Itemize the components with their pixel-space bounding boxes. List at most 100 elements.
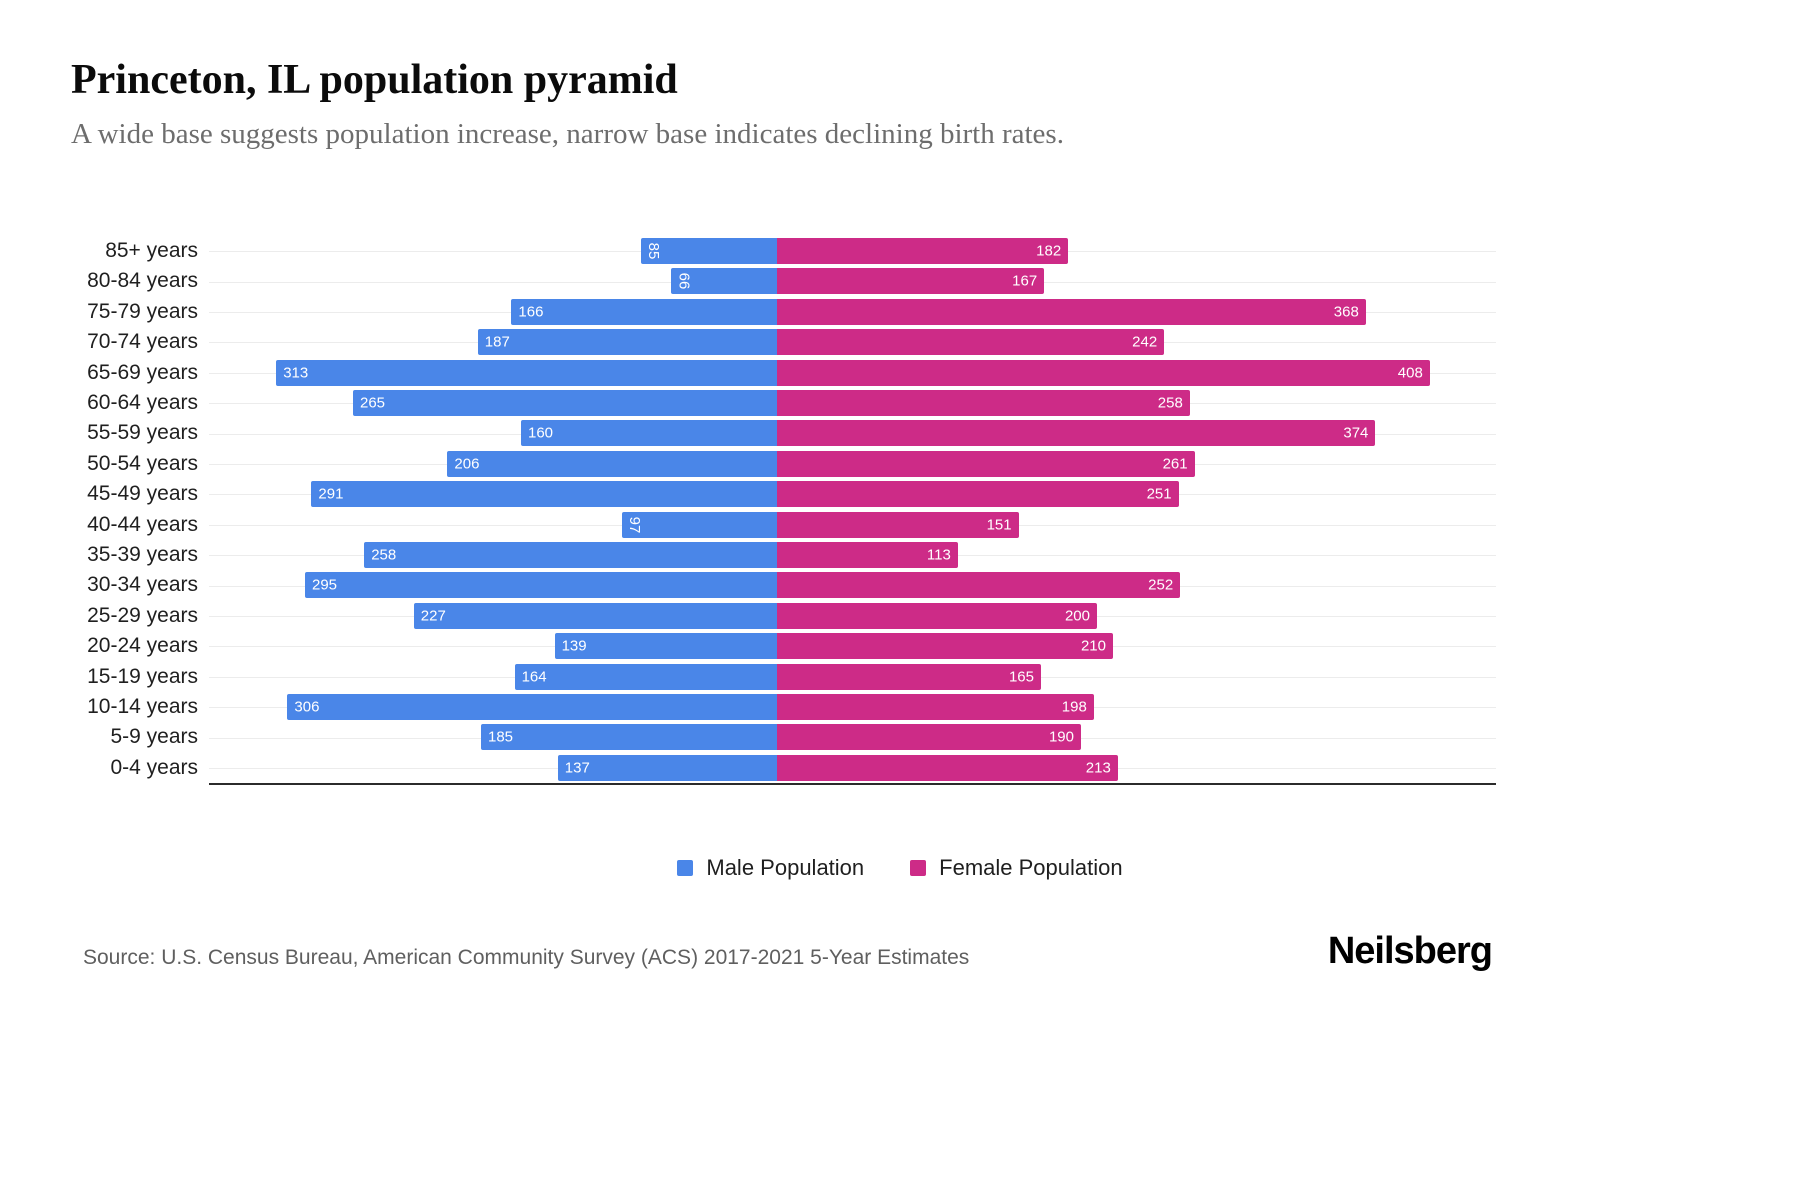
female-bar: 258 — [777, 390, 1190, 416]
female-bar: 182 — [777, 238, 1069, 264]
female-bar-value: 198 — [1061, 698, 1087, 716]
male-bar: 160 — [521, 420, 777, 447]
age-group-label: 15-19 years — [87, 664, 198, 688]
female-bar-value: 261 — [1162, 455, 1188, 473]
female-bar-value: 374 — [1343, 424, 1369, 442]
age-group-label: 70-74 years — [87, 330, 198, 354]
female-bar: 190 — [777, 724, 1081, 751]
male-bar: 185 — [481, 724, 777, 751]
x-axis-line — [209, 783, 1496, 785]
male-bar-value: 291 — [318, 485, 344, 503]
male-bar-value: 137 — [564, 759, 590, 777]
age-group-label: 5-9 years — [110, 725, 198, 749]
male-bar: 139 — [554, 633, 777, 660]
female-bar: 165 — [777, 663, 1041, 690]
population-pyramid-chart: 85+ years 85 182 80-84 years 66 167 75-79 year… — [0, 236, 1800, 786]
male-bar: 164 — [514, 663, 777, 690]
male-bar: 137 — [557, 754, 777, 781]
age-group-label: 75-79 years — [87, 299, 198, 323]
female-bar-value: 251 — [1146, 485, 1172, 503]
chart-row: 35-39 years 258 113 — [0, 540, 1800, 570]
age-group-label: 60-64 years — [87, 391, 198, 414]
female-bar-value: 165 — [1008, 668, 1034, 686]
male-bar-value: 66 — [675, 273, 693, 290]
chart-row: 10-14 years 306 198 — [0, 692, 1800, 722]
male-bar-value: 206 — [454, 455, 480, 473]
female-bar-value: 213 — [1085, 759, 1111, 777]
female-bar: 261 — [777, 450, 1195, 477]
male-bar: 206 — [447, 450, 777, 477]
male-bar: 97 — [621, 511, 777, 538]
male-bar: 227 — [413, 602, 777, 629]
chart-row: 75-79 years 166 368 — [0, 297, 1800, 327]
legend-item-female: Female Population — [910, 855, 1123, 881]
female-bar-value: 200 — [1064, 607, 1090, 625]
age-group-label: 50-54 years — [87, 451, 198, 475]
female-bar: 167 — [777, 268, 1045, 295]
female-legend-label: Female Population — [939, 855, 1123, 880]
female-bar: 198 — [777, 694, 1094, 720]
male-bar-value: 187 — [484, 333, 510, 351]
female-bar-value: 167 — [1012, 272, 1038, 290]
page-title: Princeton, IL population pyramid — [71, 57, 678, 103]
male-bar-value: 166 — [518, 303, 544, 321]
chart-row: 70-74 years 187 242 — [0, 327, 1800, 357]
female-bar: 252 — [777, 572, 1181, 599]
female-bar-value: 368 — [1333, 303, 1359, 321]
male-bar-value: 160 — [528, 424, 554, 442]
male-bar-value: 295 — [312, 576, 338, 594]
female-bar-value: 252 — [1148, 576, 1174, 594]
female-bar: 213 — [777, 754, 1118, 781]
female-bar-value: 190 — [1048, 728, 1074, 746]
chart-row: 85+ years 85 182 — [0, 236, 1800, 266]
chart-row: 0-4 years 137 213 — [0, 753, 1800, 783]
chart-row: 80-84 years 66 167 — [0, 266, 1800, 296]
female-bar: 374 — [777, 420, 1376, 447]
age-group-label: 25-29 years — [87, 603, 198, 627]
age-group-label: 10-14 years — [87, 695, 198, 718]
male-bar: 166 — [511, 298, 777, 325]
male-bar-value: 139 — [561, 637, 587, 655]
male-bar-value: 97 — [625, 516, 643, 533]
chart-row: 50-54 years 206 261 — [0, 449, 1800, 479]
female-bar: 242 — [777, 329, 1165, 356]
age-group-label: 85+ years — [105, 239, 198, 262]
female-bar-value: 258 — [1157, 394, 1183, 412]
female-bar-value: 242 — [1132, 333, 1158, 351]
male-bar-value: 185 — [488, 728, 514, 746]
male-bar: 265 — [353, 390, 777, 416]
male-bar-value: 258 — [371, 546, 397, 564]
female-bar: 408 — [777, 359, 1430, 386]
chart-row: 60-64 years 265 258 — [0, 388, 1800, 418]
source-attribution: Source: U.S. Census Bureau, American Com… — [83, 946, 970, 969]
chart-row: 55-59 years 160 374 — [0, 418, 1800, 448]
female-bar: 210 — [777, 633, 1113, 660]
male-bar: 313 — [276, 359, 777, 386]
age-group-label: 20-24 years — [87, 634, 198, 658]
age-group-label: 0-4 years — [110, 755, 198, 779]
chart-row: 40-44 years 97 151 — [0, 510, 1800, 540]
chart-row: 15-19 years 164 165 — [0, 662, 1800, 692]
male-bar: 66 — [671, 268, 777, 295]
male-bar: 306 — [287, 694, 777, 720]
male-bar: 291 — [311, 481, 777, 508]
chart-row: 5-9 years 185 190 — [0, 722, 1800, 752]
female-bar-value: 113 — [926, 546, 951, 564]
chart-row: 25-29 years 227 200 — [0, 601, 1800, 631]
male-bar: 187 — [477, 329, 777, 356]
legend-item-male: Male Population — [677, 855, 864, 881]
female-bar-value: 210 — [1080, 637, 1106, 655]
chart-legend: Male Population Female Population — [0, 855, 1800, 881]
age-group-label: 80-84 years — [87, 269, 198, 293]
male-bar: 258 — [364, 542, 777, 568]
age-group-label: 45-49 years — [87, 482, 198, 506]
female-bar: 151 — [777, 511, 1019, 538]
chart-row: 65-69 years 313 408 — [0, 358, 1800, 388]
male-bar-value: 265 — [360, 394, 386, 412]
male-bar: 85 — [641, 238, 777, 264]
female-legend-swatch-icon — [910, 860, 927, 876]
female-bar: 200 — [777, 602, 1097, 629]
female-bar-value: 182 — [1036, 242, 1062, 260]
age-group-label: 40-44 years — [87, 512, 198, 536]
